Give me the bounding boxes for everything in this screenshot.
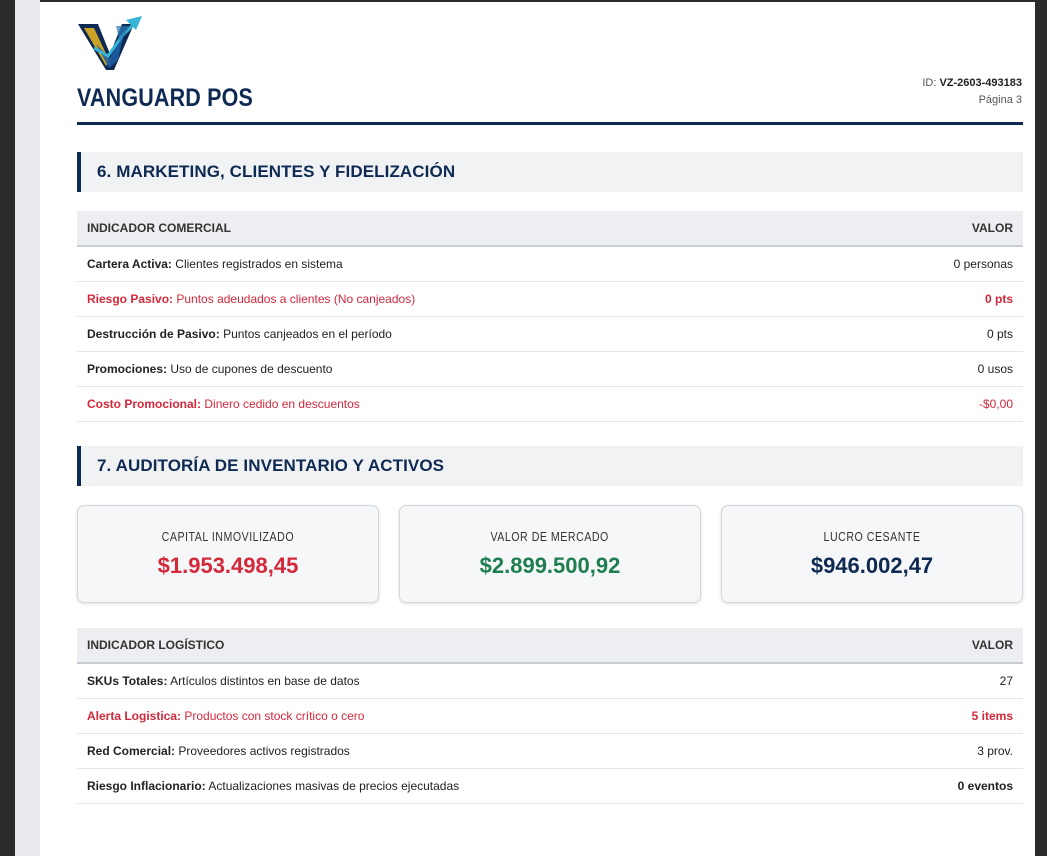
commercial-indicators-body: Cartera Activa: Clientes registrados en … (77, 246, 1023, 422)
viewer-margin (15, 0, 40, 856)
indicator-value: -$0,00 (847, 386, 1023, 422)
card-value: $1.953.498,45 (157, 552, 299, 578)
indicator-description: Clientes registrados en sistema (175, 256, 343, 271)
document-id-value: VZ-2603-493183 (939, 77, 1022, 89)
indicator-label: SKUs Totales: (87, 673, 168, 688)
table-row: Riesgo Pasivo: Puntos adeudados a client… (77, 281, 1023, 317)
indicator-cell: Cartera Activa: Clientes registrados en … (77, 246, 848, 282)
card-value: $946.002,47 (810, 552, 934, 578)
indicator-label: Red Comercial: (87, 743, 176, 758)
indicator-label: Destrucción de Pasivo: (87, 326, 220, 341)
indicator-description: Actualizaciones masivas de precios ejecu… (208, 778, 460, 793)
vanguard-logo-icon (78, 16, 142, 70)
report-page: VANGUARD POS ID: VZ-2603-493183 Página 3… (40, 2, 1035, 856)
card-capital-inmovilizado: CAPITAL INMOVILIZADO $1.953.498,45 (77, 505, 379, 603)
document-id-label: ID: (922, 77, 937, 89)
card-valor-de-mercado: VALOR DE MERCADO $2.899.500,92 (399, 505, 701, 603)
indicator-cell: Alerta Logistica: Productos con stock cr… (77, 698, 871, 734)
section-7-title: 7. AUDITORÍA DE INVENTARIO Y ACTIVOS (97, 456, 445, 475)
indicator-value: 5 items (870, 698, 1023, 734)
table-row: SKUs Totales: Artículos distintos en bas… (77, 663, 1023, 699)
indicator-value: 0 pts (847, 281, 1023, 317)
card-lucro-cesante: LUCRO CESANTE $946.002,47 (721, 505, 1023, 603)
header-divider (77, 122, 1023, 125)
column-header-value: VALOR (870, 628, 1023, 664)
indicator-cell: Costo Promocional: Dinero cedido en desc… (77, 386, 848, 422)
indicator-description: Uso de cupones de descuento (170, 361, 333, 376)
page-number: Página 3 (978, 94, 1022, 106)
table-header-row: INDICADOR LOGÍSTICO VALOR (77, 628, 1023, 664)
indicator-description: Productos con stock crítico o cero (184, 708, 365, 723)
indicator-description: Proveedores activos registrados (178, 743, 350, 758)
table-row: Cartera Activa: Clientes registrados en … (77, 246, 1023, 282)
commercial-indicators-table: INDICADOR COMERCIAL VALOR Cartera Activa… (77, 211, 1023, 422)
indicator-cell: SKUs Totales: Artículos distintos en bas… (77, 663, 871, 699)
indicator-cell: Promociones: Uso de cupones de descuento (77, 351, 848, 387)
table-row: Riesgo Inflacionario: Actualizaciones ma… (77, 768, 1023, 804)
column-header-value: VALOR (847, 211, 1023, 247)
indicator-cell: Destrucción de Pasivo: Puntos canjeados … (77, 316, 848, 352)
indicator-value: 27 (870, 663, 1023, 699)
section-6-header: 6. MARKETING, CLIENTES Y FIDELIZACIÓN (77, 152, 1023, 192)
indicator-value: 0 usos (847, 351, 1023, 387)
indicator-label: Promociones: (87, 361, 168, 376)
column-header-indicator: INDICADOR LOGÍSTICO (77, 628, 871, 664)
card-label: CAPITAL INMOVILIZADO (161, 529, 295, 544)
card-label: VALOR DE MERCADO (490, 529, 610, 544)
indicator-label: Alerta Logistica: (87, 708, 182, 723)
column-header-indicator: INDICADOR COMERCIAL (77, 211, 848, 247)
indicator-value: 0 personas (847, 246, 1023, 282)
indicator-value: 0 pts (847, 316, 1023, 352)
table-row: Alerta Logistica: Productos con stock cr… (77, 698, 1023, 734)
table-row: Destrucción de Pasivo: Puntos canjeados … (77, 316, 1023, 352)
indicator-label: Costo Promocional: (87, 396, 202, 411)
table-row: Red Comercial: Proveedores activos regis… (77, 733, 1023, 769)
indicator-description: Dinero cedido en descuentos (204, 396, 360, 411)
indicator-description: Puntos adeudados a clientes (No canjeado… (176, 291, 416, 306)
table-row: Promociones: Uso de cupones de descuento… (77, 351, 1023, 387)
document-meta: ID: VZ-2603-493183 Página 3 (922, 75, 1022, 109)
indicator-description: Artículos distintos en base de datos (170, 673, 360, 688)
table-row: Costo Promocional: Dinero cedido en desc… (77, 386, 1023, 422)
indicator-label: Cartera Activa: (87, 256, 172, 271)
indicator-cell: Riesgo Inflacionario: Actualizaciones ma… (77, 768, 871, 804)
indicator-cell: Riesgo Pasivo: Puntos adeudados a client… (77, 281, 848, 317)
document-id: ID: VZ-2603-493183 (922, 75, 1022, 92)
indicator-value: 3 prov. (870, 733, 1023, 769)
section-6-title: 6. MARKETING, CLIENTES Y FIDELIZACIÓN (97, 162, 456, 181)
table-header-row: INDICADOR COMERCIAL VALOR (77, 211, 1023, 247)
indicator-value: 0 eventos (870, 768, 1023, 804)
indicator-label: Riesgo Pasivo: (87, 291, 174, 306)
logistic-indicators-body: SKUs Totales: Artículos distintos en bas… (77, 663, 1023, 804)
card-label: LUCRO CESANTE (823, 529, 921, 544)
asset-summary-cards: CAPITAL INMOVILIZADO $1.953.498,45 VALOR… (77, 505, 1023, 603)
indicator-description: Puntos canjeados en el período (223, 326, 392, 341)
indicator-label: Riesgo Inflacionario: (87, 778, 206, 793)
logistic-indicators-table: INDICADOR LOGÍSTICO VALOR SKUs Totales: … (77, 628, 1023, 804)
card-value: $2.899.500,92 (479, 552, 621, 578)
brand-title: VANGUARD POS (77, 84, 254, 112)
section-7-header: 7. AUDITORÍA DE INVENTARIO Y ACTIVOS (77, 446, 1023, 486)
indicator-cell: Red Comercial: Proveedores activos regis… (77, 733, 871, 769)
